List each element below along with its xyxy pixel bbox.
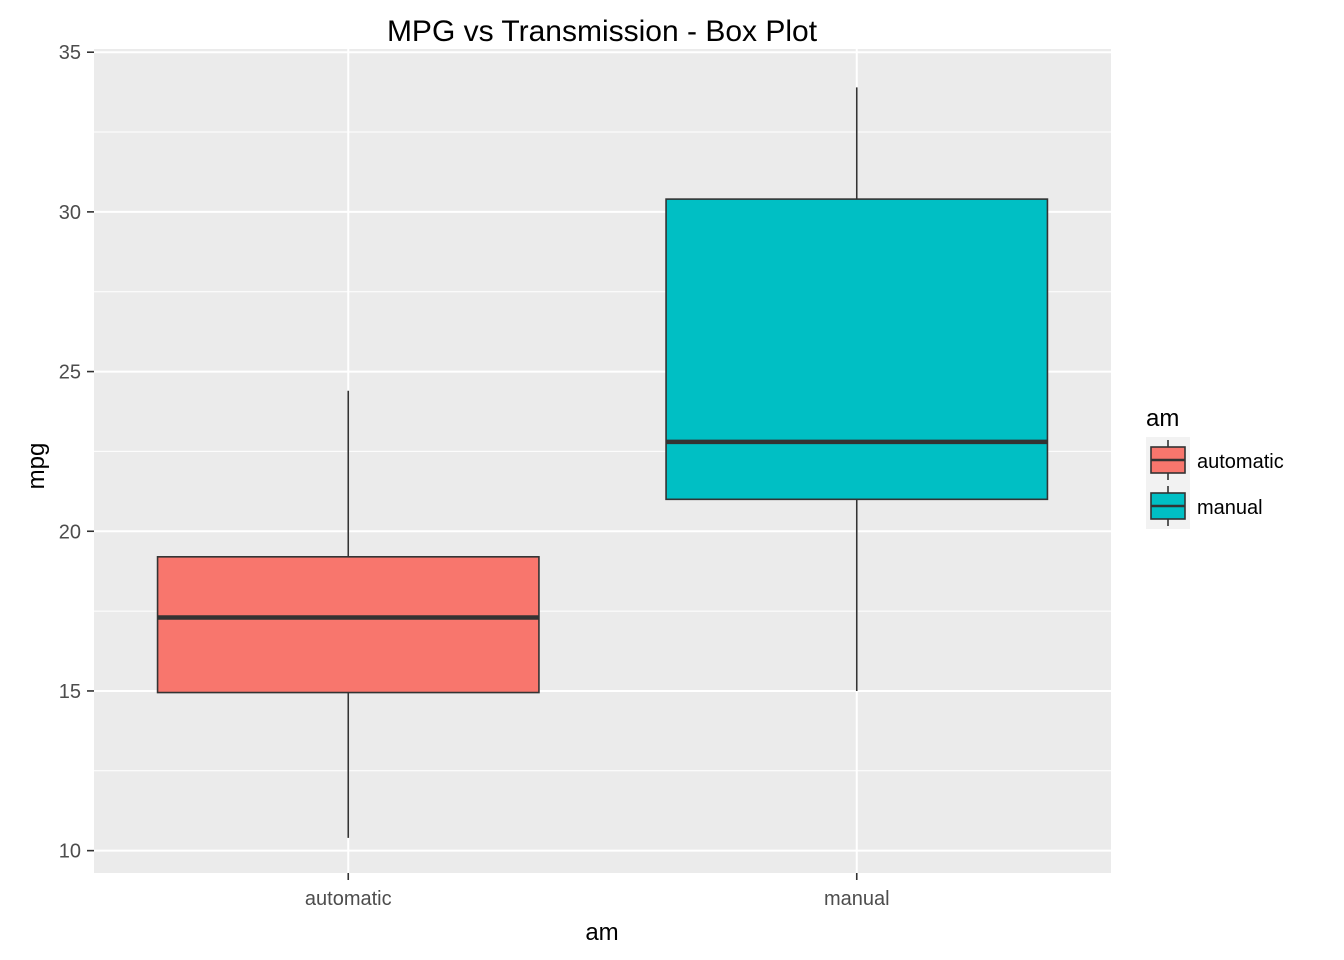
y-tick-label: 25 — [59, 362, 81, 384]
box-body — [156, 556, 540, 694]
y-tick-label: 20 — [59, 521, 81, 543]
box-manual — [665, 87, 1049, 691]
y-tick-label: 35 — [59, 42, 81, 64]
axes: 10 15 20 25 30 35 automatic manual — [59, 42, 890, 910]
legend-item-manual: manual — [1146, 483, 1263, 529]
legend: am automatic manual — [1146, 405, 1284, 529]
x-tick-label: manual — [824, 888, 890, 910]
box-automatic — [156, 390, 540, 838]
y-tick-label: 15 — [59, 681, 81, 703]
y-tick-label: 10 — [59, 841, 81, 863]
x-axis-title: am — [585, 919, 618, 946]
legend-label: automatic — [1197, 451, 1284, 473]
chart-title: MPG vs Transmission - Box Plot — [387, 15, 818, 48]
y-tick-label: 30 — [59, 202, 81, 224]
legend-title: am — [1146, 405, 1179, 432]
x-tick-label: automatic — [305, 888, 392, 910]
legend-item-automatic: automatic — [1146, 437, 1284, 483]
box-body — [665, 198, 1049, 501]
y-axis-title: mpg — [23, 443, 50, 490]
legend-label: manual — [1197, 497, 1263, 519]
boxes — [156, 87, 1049, 838]
